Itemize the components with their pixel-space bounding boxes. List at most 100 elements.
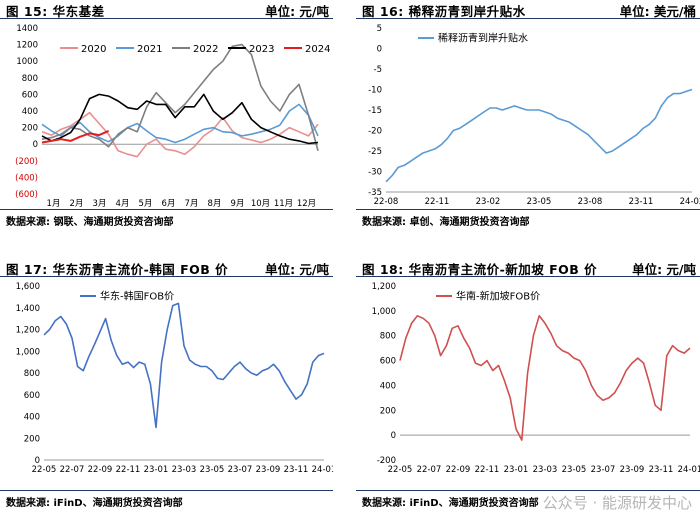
y-tick-label: -20 xyxy=(368,127,382,137)
panel-18-title: 图 18: 华南沥青主流价-新加坡 FOB 价 xyxy=(362,262,598,277)
y-tick-label: 1,200 xyxy=(372,282,396,292)
y-tick-label: 400 xyxy=(24,413,40,423)
y-tick-label: -30 xyxy=(368,168,382,178)
x-tick-label: 23-07 xyxy=(228,465,253,475)
chart-16: -35 -30 -25 -20 -15 -10 -5 0 5 22-08 22-11 23-02 23-… xyxy=(368,24,700,207)
y-tick-label: 0 xyxy=(391,431,396,441)
y-tick-label: 1,200 xyxy=(16,326,40,336)
y-tick-label: 0 xyxy=(33,140,38,150)
x-tick-label: 22-09 xyxy=(88,465,113,475)
x-tick-label: 22-07 xyxy=(417,465,442,475)
panel-17-title: 图 17: 华东沥青主流价-韩国 FOB 价 xyxy=(6,262,229,277)
series-line-华南-新加坡FOB价 xyxy=(399,314,691,441)
y-tick-label: 600 xyxy=(24,391,40,401)
x-tick-label: 22-11 xyxy=(116,465,141,475)
y-tick-label: (400) xyxy=(15,173,38,183)
x-tick-label: 4月 xyxy=(116,199,130,209)
x-tick-label: 23-11 xyxy=(284,465,309,475)
legend-label: 华东-韩国FOB价 xyxy=(100,290,174,303)
y-tick-label: 1200 xyxy=(16,41,38,51)
x-tick-label: 23-08 xyxy=(578,197,603,207)
x-tick-label: 23-11 xyxy=(649,465,674,475)
x-tick-label: 22-08 xyxy=(374,197,399,207)
y-tick-label: 400 xyxy=(380,381,396,391)
y-tick-label: 800 xyxy=(380,332,396,342)
y-tick-label: 400 xyxy=(22,107,38,117)
series-line-2024 xyxy=(41,129,110,144)
x-tick-label: 5月 xyxy=(139,199,153,209)
panel-16-title: 图 16: 稀释沥青到岸升贴水 xyxy=(362,4,526,19)
x-tick-label: 22-11 xyxy=(475,465,500,475)
legend-label: 2023 xyxy=(249,44,274,55)
x-tick-label: 22-09 xyxy=(446,465,471,475)
y-tick-label: 200 xyxy=(380,406,396,416)
y-tick-label: 800 xyxy=(22,74,38,84)
panel-15: 图 15: 华东基差 单位: 元/吨 (600) (400) (200) 0 200 40… xyxy=(0,0,333,232)
series-line-稀释沥青到岸升贴水 xyxy=(385,88,693,183)
x-tick-label: 23-11 xyxy=(629,197,654,207)
x-tick-label: 23-03 xyxy=(533,465,558,475)
x-tick-label: 7月 xyxy=(185,199,199,209)
y-tick-label: (600) xyxy=(15,190,38,200)
x-tick-label: 10月 xyxy=(251,199,270,209)
x-tick-label: 12月 xyxy=(297,199,316,209)
x-tick-label: 8月 xyxy=(208,199,222,209)
y-tick-label: 0 xyxy=(35,456,40,466)
panel-17-source: 数据来源: iFinD、海通期货投资咨询部 xyxy=(6,498,183,509)
x-tick-label: 24-02 xyxy=(680,197,700,207)
x-tick-label: 23-02 xyxy=(476,197,501,207)
y-tick-label: 1,400 xyxy=(16,304,40,314)
x-tick-label: 23-07 xyxy=(591,465,616,475)
panel-15-title: 图 15: 华东基差 xyxy=(6,4,105,19)
y-tick-label: 0 xyxy=(377,45,382,55)
x-tick-label: 22-07 xyxy=(60,465,85,475)
panel-15-unit: 单位: 元/吨 xyxy=(265,4,329,19)
x-tick-label: 6月 xyxy=(162,199,176,209)
chart-15: (600) (400) (200) 0 200 400 600 800 1000 1200 1400… xyxy=(15,24,330,209)
y-tick-label: 5 xyxy=(377,24,382,34)
y-tick-label: 1400 xyxy=(16,24,38,34)
panel-18: 图 18: 华南沥青主流价-新加坡 FOB 价 单位: 元/吨 -200 0 200… xyxy=(356,258,700,519)
x-tick-label: 23-01 xyxy=(144,465,169,475)
x-tick-label: 22-05 xyxy=(32,465,57,475)
y-tick-label: -25 xyxy=(368,147,382,157)
x-tick-label: 22-05 xyxy=(388,465,413,475)
panel-16: 图 16: 稀释沥青到岸升贴水 单位: 美元/桶 -35 -30 -25 -20 -15… xyxy=(356,0,700,232)
x-tick-label: 23-09 xyxy=(620,465,645,475)
x-tick-label: 2月 xyxy=(70,199,84,209)
panel-15-source: 数据来源: 钢联、海通期货投资咨询部 xyxy=(6,217,174,228)
x-tick-label: 11月 xyxy=(274,199,293,209)
y-tick-label: 1,600 xyxy=(16,282,40,292)
x-tick-label: 23-05 xyxy=(527,197,552,207)
panel-18-header: 图 18: 华南沥青主流价-新加坡 FOB 价 单位: 元/吨 xyxy=(356,258,700,277)
legend-label: 稀释沥青到岸升贴水 xyxy=(438,32,528,45)
x-tick-label: 22-11 xyxy=(425,197,450,207)
panel-15-header: 图 15: 华东基差 单位: 元/吨 xyxy=(0,0,333,19)
y-tick-label: -15 xyxy=(368,106,382,116)
legend-label: 2022 xyxy=(193,44,218,55)
x-tick-label: 23-03 xyxy=(172,465,197,475)
y-tick-label: 1000 xyxy=(16,57,38,67)
y-tick-label: (200) xyxy=(15,157,38,167)
y-tick-label: -5 xyxy=(374,65,382,75)
panel-17-header: 图 17: 华东沥青主流价-韩国 FOB 价 单位: 元/吨 xyxy=(0,258,333,277)
x-tick-label: 3月 xyxy=(93,199,107,209)
chart-18: -200 0 200 400 600 800 1,000 1,200 22-05 22-07 22-… xyxy=(372,282,700,475)
y-tick-label: 600 xyxy=(22,90,38,100)
x-tick-label: 24-01 xyxy=(678,465,700,475)
y-tick-label: -200 xyxy=(377,456,396,466)
y-tick-label: 200 xyxy=(24,434,40,444)
panel-17: 图 17: 华东沥青主流价-韩国 FOB 价 单位: 元/吨 0 200 400 60… xyxy=(0,258,333,519)
x-tick-label: 1月 xyxy=(47,199,61,209)
y-tick-label: 200 xyxy=(22,124,38,134)
x-tick-label: 23-01 xyxy=(504,465,529,475)
series-line-2021 xyxy=(41,103,319,144)
series-line-2023 xyxy=(41,93,319,145)
x-tick-label: 9月 xyxy=(231,199,245,209)
panel-17-unit: 单位: 元/吨 xyxy=(265,262,329,277)
y-tick-label: 600 xyxy=(380,357,396,367)
x-tick-label: 24-01 xyxy=(312,465,333,475)
panel-18-source: 数据来源: iFinD、海通期货投资咨询部 xyxy=(362,498,539,509)
y-tick-label: -10 xyxy=(368,86,382,96)
